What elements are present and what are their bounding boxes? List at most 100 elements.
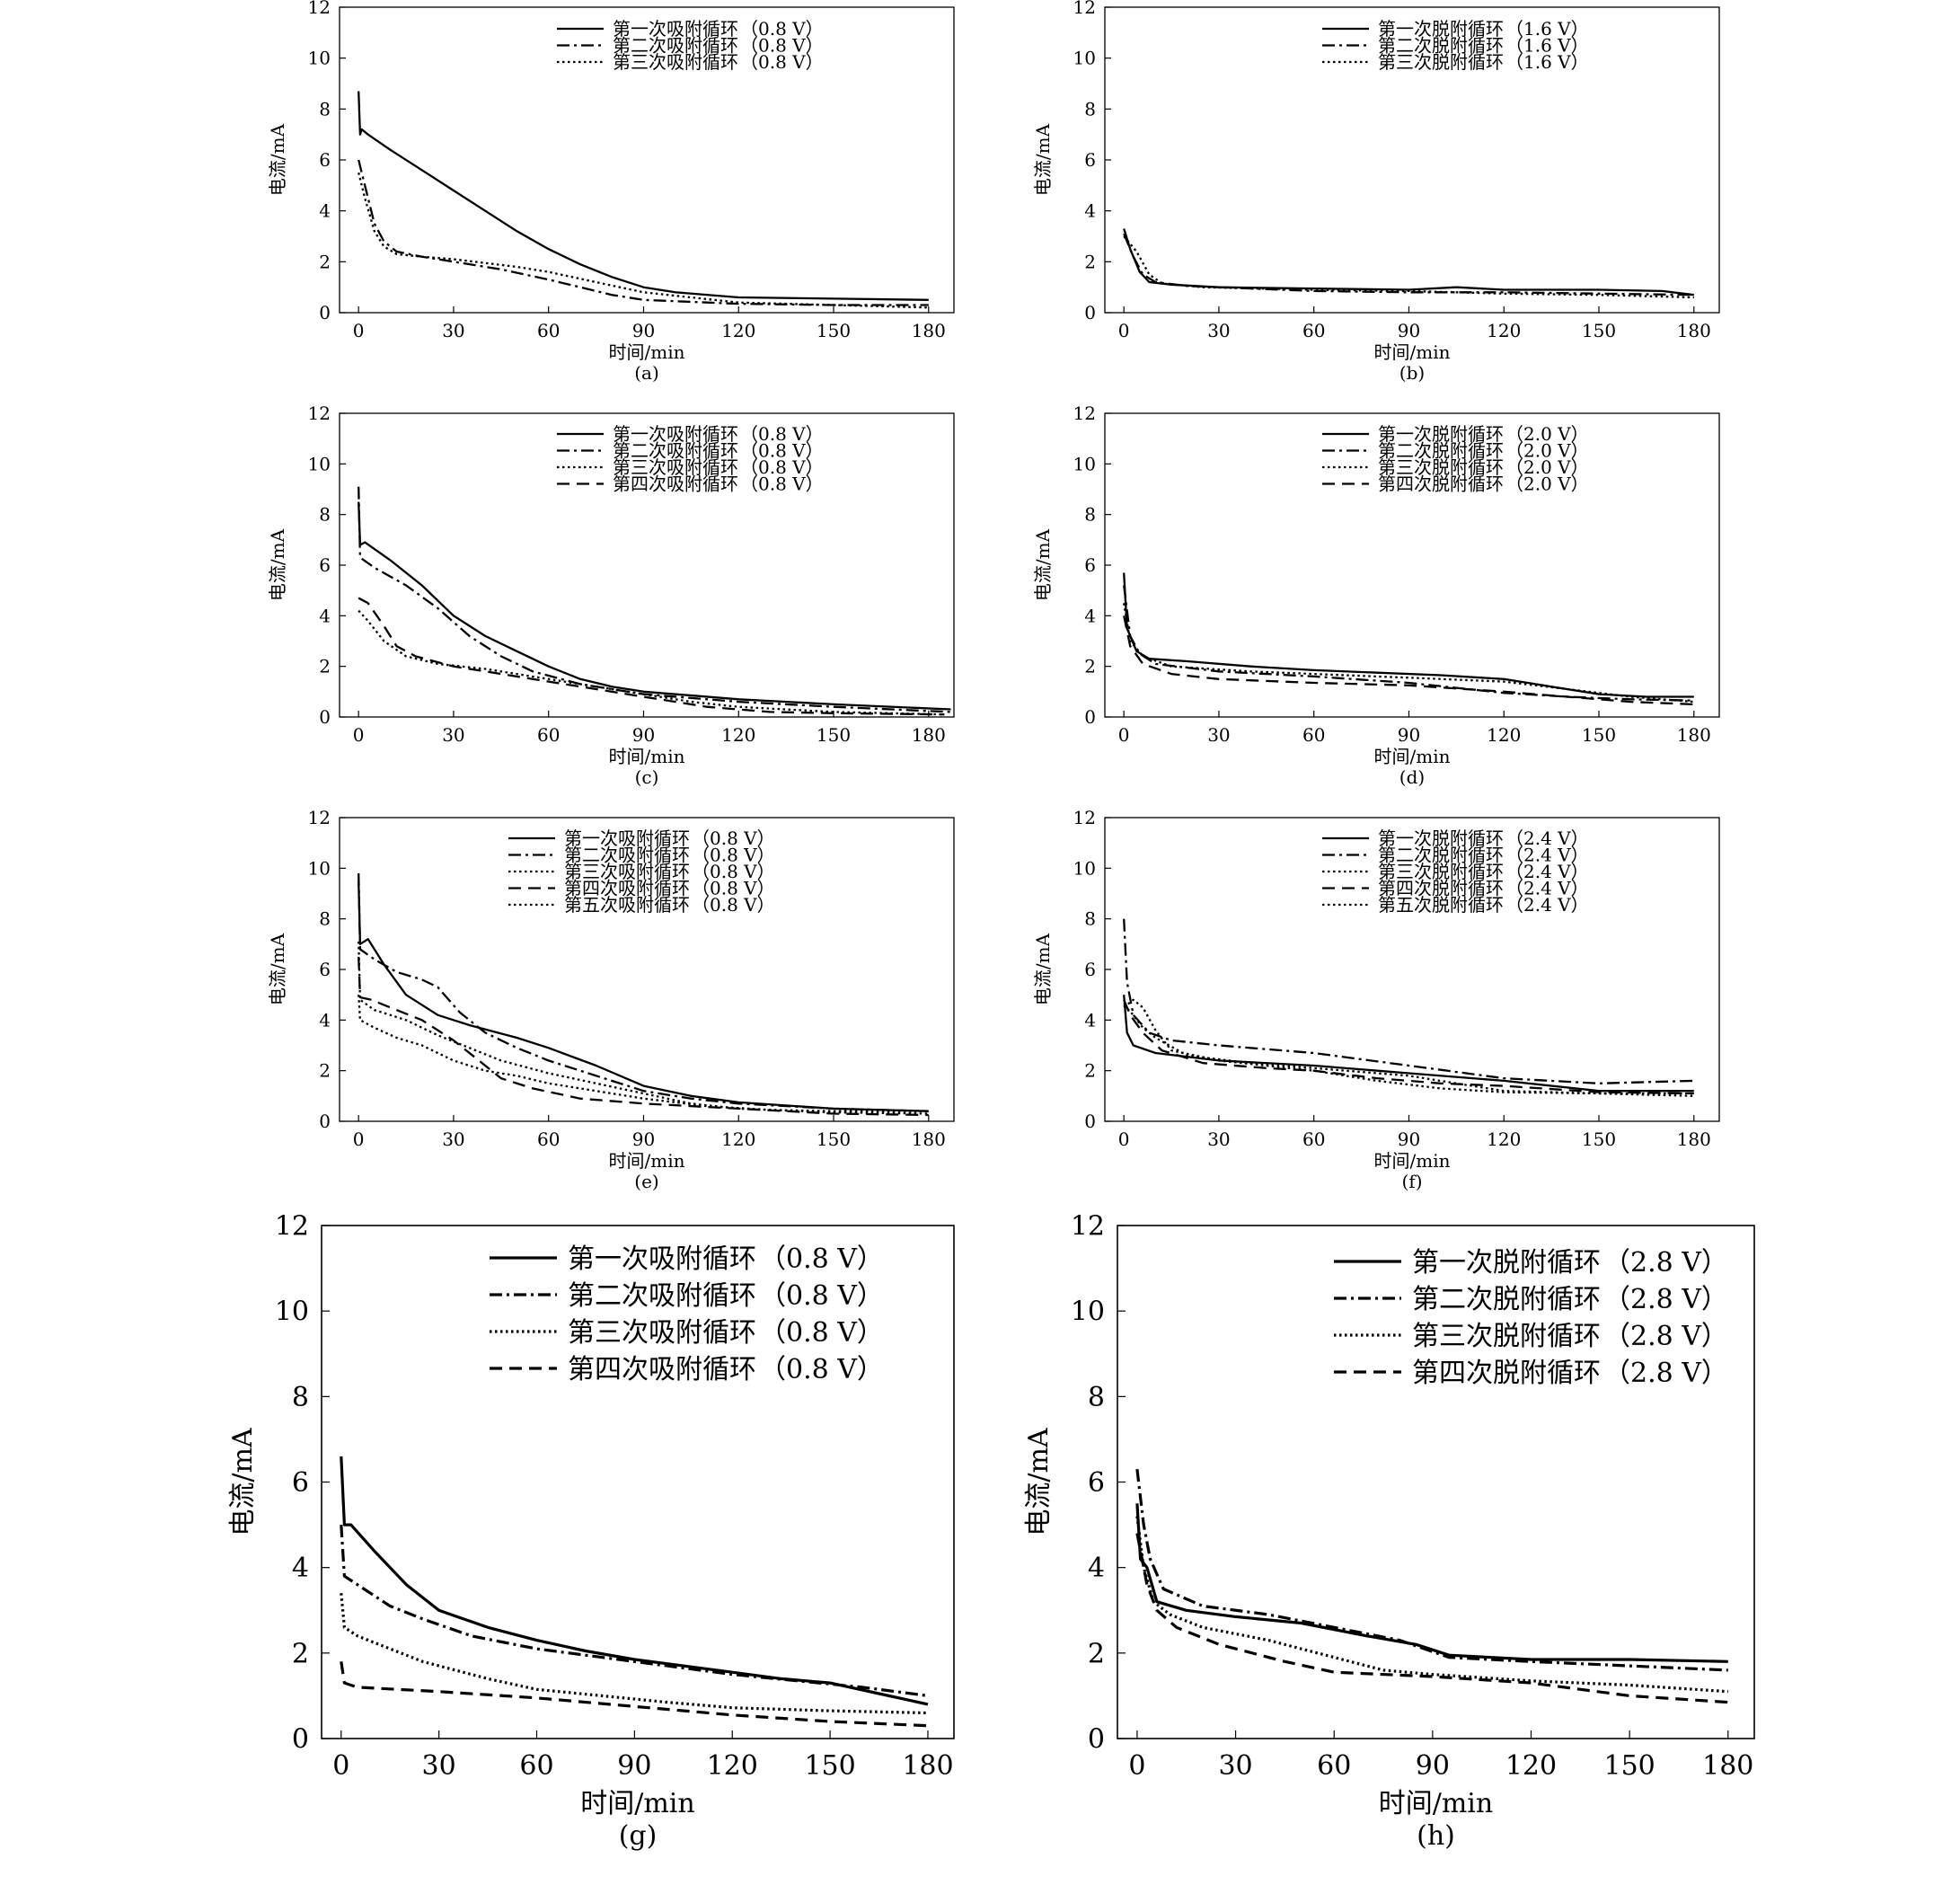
legend-voltage: （1.6 V） [1505, 51, 1589, 73]
x-tick-label: 150 [817, 1128, 851, 1150]
legend-voltage: （0.8 V） [759, 1354, 884, 1385]
x-tick-label: 90 [632, 724, 655, 746]
series-line-4 [358, 597, 945, 716]
legend-voltage: （2.4 V） [1505, 894, 1589, 916]
y-tick-label: 12 [1073, 807, 1096, 828]
legend-label: 第二次吸附循环 [564, 845, 690, 866]
y-tick-label: 4 [292, 1553, 309, 1584]
legend-label: 第四次脱附循环 [1412, 1358, 1601, 1389]
y-tick-label: 6 [319, 959, 331, 980]
y-tick-label: 0 [1084, 302, 1096, 323]
series-line-1 [1123, 572, 1694, 698]
legend-label: 第三次脱附循环 [1412, 1321, 1601, 1352]
legend: 第一次吸附循环 （0.8 V）第二次吸附循环 （0.8 V）第三次吸附循环 （0.8 … [490, 1243, 884, 1385]
x-axis-label: 时间/min [609, 341, 685, 363]
legend-voltage: （0.8 V） [759, 1280, 884, 1312]
x-tick-label: 30 [1207, 1128, 1230, 1150]
legend-label: 第一次脱附循环 [1378, 18, 1504, 40]
series-line-4 [1123, 999, 1694, 1095]
legend-label: 第一次吸附循环 [568, 1243, 756, 1275]
y-tick-label: 0 [292, 1724, 309, 1756]
legend-label: 第二次吸附循环 [613, 35, 738, 57]
series-line-4 [1135, 1533, 1728, 1704]
x-tick-label: 0 [332, 1750, 349, 1782]
legend-label: 第一次吸附循环 [613, 18, 738, 40]
x-tick-label: 120 [1487, 1128, 1521, 1150]
y-tick-label: 10 [1073, 48, 1096, 69]
panel-label: (e) [634, 1171, 658, 1192]
x-tick-label: 0 [1118, 1128, 1130, 1150]
legend-label: 第二次吸附循环 [568, 1280, 756, 1312]
y-axis-label: 电流/mA [1023, 1428, 1055, 1536]
x-tick-label: 150 [817, 320, 851, 341]
legend-label: 第三次吸附循环 [613, 456, 738, 478]
series-line-2 [1135, 1469, 1728, 1672]
y-tick-label: 8 [319, 504, 331, 526]
y-tick-label: 4 [1084, 1009, 1096, 1031]
legend-voltage: （0.8 V） [759, 1243, 884, 1275]
x-tick-label: 150 [1582, 1128, 1616, 1150]
series-line-3 [1123, 235, 1694, 299]
x-axis-label: 时间/min [609, 746, 685, 767]
y-tick-label: 2 [319, 656, 331, 677]
y-tick-label: 2 [292, 1638, 309, 1669]
x-tick-label: 90 [617, 1750, 651, 1782]
legend-label: 第五次吸附循环 [564, 894, 690, 916]
y-tick-label: 4 [319, 200, 331, 222]
y-tick-label: 10 [1071, 1296, 1105, 1328]
x-axis-label: 时间/min [609, 1150, 685, 1172]
y-tick-label: 6 [1084, 554, 1096, 576]
x-tick-label: 90 [1416, 1750, 1450, 1782]
y-tick-label: 12 [1073, 403, 1096, 424]
series-line-5 [358, 995, 929, 1112]
y-tick-label: 10 [308, 48, 331, 69]
x-tick-label: 30 [1207, 320, 1230, 341]
legend-voltage: （2.4 V） [1505, 827, 1589, 849]
series-line-3 [358, 609, 945, 716]
series-line-2 [1123, 918, 1694, 1084]
y-tick-label: 12 [1073, 0, 1096, 18]
y-tick-label: 0 [1084, 706, 1096, 728]
panel-label: (f) [1401, 1171, 1422, 1192]
legend-label: 第一次脱附循环 [1378, 423, 1504, 445]
x-tick-label: 150 [1582, 320, 1616, 341]
y-tick-label: 8 [292, 1382, 309, 1413]
series-line-2 [340, 1524, 929, 1697]
legend: 第一次脱附循环 （2.0 V）第二次脱附循环 （2.0 V）第三次脱附循环 （2.0 … [1322, 423, 1589, 495]
x-axis-label: 时间/min [580, 1788, 694, 1819]
y-tick-label: 10 [308, 453, 331, 474]
x-axis-label: 时间/min [1374, 1150, 1451, 1172]
legend-voltage: （0.8 V） [692, 861, 775, 882]
x-axis-label: 时间/min [1379, 1788, 1493, 1819]
y-tick-label: 4 [1088, 1553, 1105, 1584]
legend-label: 第一次脱附循环 [1378, 827, 1504, 849]
series-line-1 [358, 881, 929, 1112]
y-tick-label: 2 [1088, 1638, 1105, 1669]
y-tick-label: 12 [1071, 1211, 1105, 1243]
legend-label: 第三次脱附循环 [1378, 51, 1504, 73]
series-line-3 [358, 941, 929, 1115]
series-line-2 [358, 872, 929, 1112]
series-line-5 [1123, 1004, 1694, 1097]
x-tick-label: 120 [1487, 724, 1521, 746]
x-tick-label: 180 [1677, 724, 1711, 746]
y-tick-label: 4 [319, 1009, 331, 1031]
y-tick-label: 8 [1084, 98, 1096, 119]
legend-label: 第四次脱附循环 [1378, 473, 1504, 495]
x-tick-label: 0 [1118, 724, 1130, 746]
series-line-3 [340, 1593, 929, 1715]
legend-label: 第四次吸附循环 [613, 473, 738, 495]
y-axis-label: 电流/mA [227, 1428, 259, 1536]
series-line-3 [1123, 603, 1694, 704]
legend-voltage: （2.0 V） [1505, 456, 1589, 478]
y-tick-label: 4 [1084, 605, 1096, 626]
x-tick-label: 120 [721, 724, 755, 746]
y-axis-label: 电流/mA [1032, 933, 1054, 1005]
legend: 第一次脱附循环 （1.6 V）第二次脱附循环 （1.6 V）第三次脱附循环 （1.6 … [1322, 18, 1589, 73]
legend-label: 第四次吸附循环 [564, 878, 690, 899]
legend: 第一次脱附循环 （2.4 V）第二次脱附循环 （2.4 V）第三次脱附循环 （2.4 … [1322, 827, 1589, 916]
